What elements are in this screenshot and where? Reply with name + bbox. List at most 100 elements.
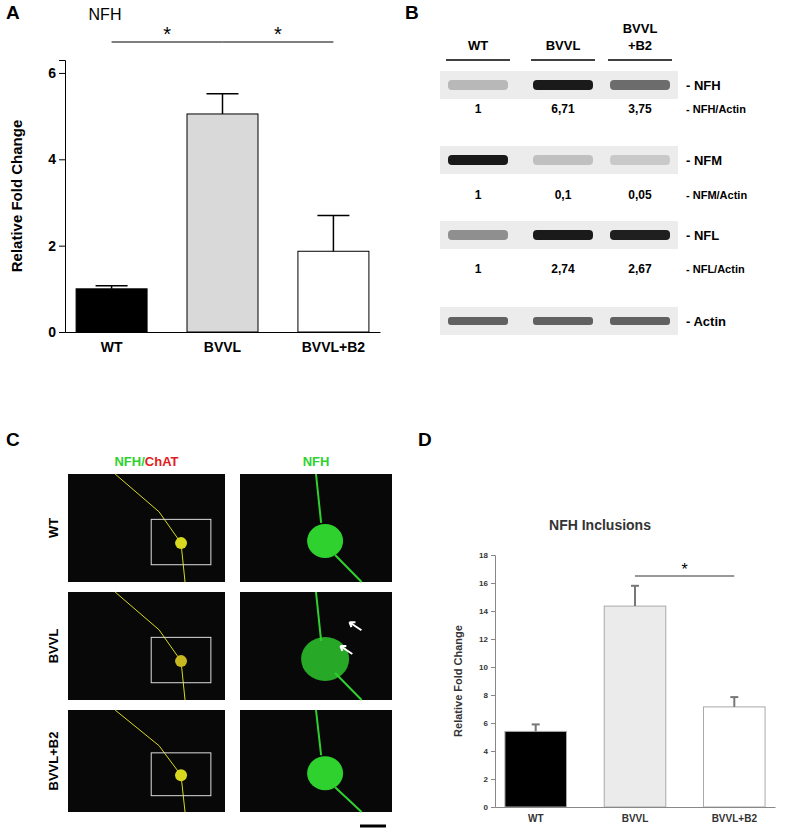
- zoom-box: [151, 519, 211, 564]
- x-tick: BVVL+B2: [712, 813, 758, 824]
- y-tick-label: 16: [479, 579, 488, 588]
- x-axis-line: [496, 807, 776, 808]
- error-stem: [733, 697, 735, 707]
- y-tick-mark: [491, 583, 495, 584]
- error-bar: [631, 586, 639, 606]
- error-bar: [317, 215, 349, 251]
- error-cap: [631, 585, 639, 587]
- y-tick-mark: [491, 555, 495, 556]
- ratio-label: - NFL/Actin: [686, 263, 745, 275]
- panel-label: C: [6, 429, 20, 450]
- lane-underline: [608, 59, 672, 61]
- y-tick: 0: [484, 803, 495, 812]
- y-tick: 8: [484, 691, 495, 700]
- x-tick-label: WT: [101, 339, 123, 355]
- neurite: [115, 474, 185, 582]
- image-panel: NFH/ChATNFHWTBVVLBVVL+B2: [46, 454, 392, 826]
- column-title: NFH: [303, 454, 330, 469]
- x-tick: BVVL: [204, 339, 242, 355]
- x-tick-label: BVVL: [622, 813, 649, 824]
- band-ratio: 1: [475, 262, 482, 276]
- error-bar: [96, 286, 128, 289]
- y-tick-mark: [491, 779, 495, 780]
- panel-label: D: [418, 429, 432, 450]
- error-stem: [535, 724, 537, 731]
- error-stem: [222, 94, 224, 114]
- scale-bar: [360, 825, 386, 828]
- micrograph: [240, 592, 392, 700]
- zoom-box: [151, 753, 211, 796]
- y-tick-label: 10: [479, 663, 488, 672]
- band-ratio: 3,75: [628, 102, 652, 116]
- bar: [187, 114, 258, 332]
- y-axis-line: [491, 556, 496, 808]
- band-ratio: 6,71: [551, 102, 575, 116]
- error-cap: [96, 285, 128, 287]
- x-tick-label: BVVL: [204, 339, 242, 355]
- y-tick-label: 18: [479, 551, 488, 560]
- micrograph: [68, 474, 225, 582]
- row-label: - NFL: [686, 228, 719, 243]
- y-tick: 2: [484, 775, 495, 784]
- ratio-label: - NFH/Actin: [686, 103, 746, 115]
- y-tick-label: 14: [479, 607, 488, 616]
- y-tick: 18: [479, 551, 495, 560]
- y-tick-mark: [491, 667, 495, 668]
- x-tick-label: WT: [528, 813, 544, 824]
- y-tick-label: 2: [48, 238, 56, 254]
- blot-band: [610, 230, 670, 240]
- x-axis: WT BVVL BVVL+B2: [496, 808, 776, 825]
- blot-band: [610, 80, 670, 90]
- micrograph: [240, 710, 392, 812]
- y-tick-mark: [491, 611, 495, 612]
- bar: [704, 707, 766, 807]
- chart-title: NFH Inclusions: [549, 517, 651, 533]
- arrow: [349, 622, 361, 630]
- row-label: - NFM: [686, 153, 722, 168]
- lane-underline: [446, 59, 510, 61]
- blot-band-loading: [610, 317, 670, 325]
- bar-panel: 024681012141618WTBVVLBVVL+B2NFH Inclusio…: [452, 517, 776, 824]
- y-tick-label: 6: [484, 719, 489, 728]
- error-stem: [634, 586, 636, 606]
- ratio-label: - NFM/Actin: [686, 189, 747, 201]
- y-tick: 6: [484, 719, 495, 728]
- plot-area: [76, 94, 369, 332]
- y-tick-mark: [491, 723, 495, 724]
- micrograph: [68, 710, 225, 812]
- column-title: NFH/ChAT: [114, 454, 178, 469]
- y-axis: 024681012141618: [479, 551, 495, 812]
- y-tick: 6: [48, 65, 65, 81]
- zoom-box: [151, 637, 211, 682]
- error-bar: [532, 724, 540, 731]
- x-axis: WT BVVL BVVL+B2: [66, 333, 381, 355]
- y-tick: 0: [48, 324, 65, 340]
- error-cap: [730, 696, 738, 698]
- row-label: WT: [46, 518, 61, 538]
- band-ratio: 1: [475, 102, 482, 116]
- blot-band: [448, 80, 508, 90]
- micrograph: [68, 592, 225, 700]
- column-title-part: NFH: [114, 454, 141, 469]
- cell-body: [307, 756, 343, 790]
- blot-band: [533, 155, 593, 165]
- x-axis-line: [66, 332, 381, 333]
- y-tick-mark: [59, 73, 65, 74]
- error-cap: [317, 215, 349, 217]
- y-tick-label: 12: [479, 635, 488, 644]
- y-tick-label: 4: [48, 151, 56, 167]
- blot-band: [533, 230, 593, 240]
- error-bar: [207, 94, 239, 114]
- x-tick-label: BVVL+B2: [302, 339, 366, 355]
- blot-band: [448, 155, 508, 165]
- band-ratio: 2,67: [628, 262, 652, 276]
- y-axis-title: Relative Fold Change: [452, 625, 464, 737]
- blot-band-loading: [533, 317, 593, 325]
- blot-band: [533, 80, 593, 90]
- y-tick-label: 2: [484, 775, 489, 784]
- arrow: [340, 646, 352, 654]
- y-tick-label: 8: [484, 691, 489, 700]
- band-ratio: 1: [475, 188, 482, 202]
- y-axis-title: Relative Fold Change: [8, 120, 25, 273]
- cell-body: [175, 655, 187, 667]
